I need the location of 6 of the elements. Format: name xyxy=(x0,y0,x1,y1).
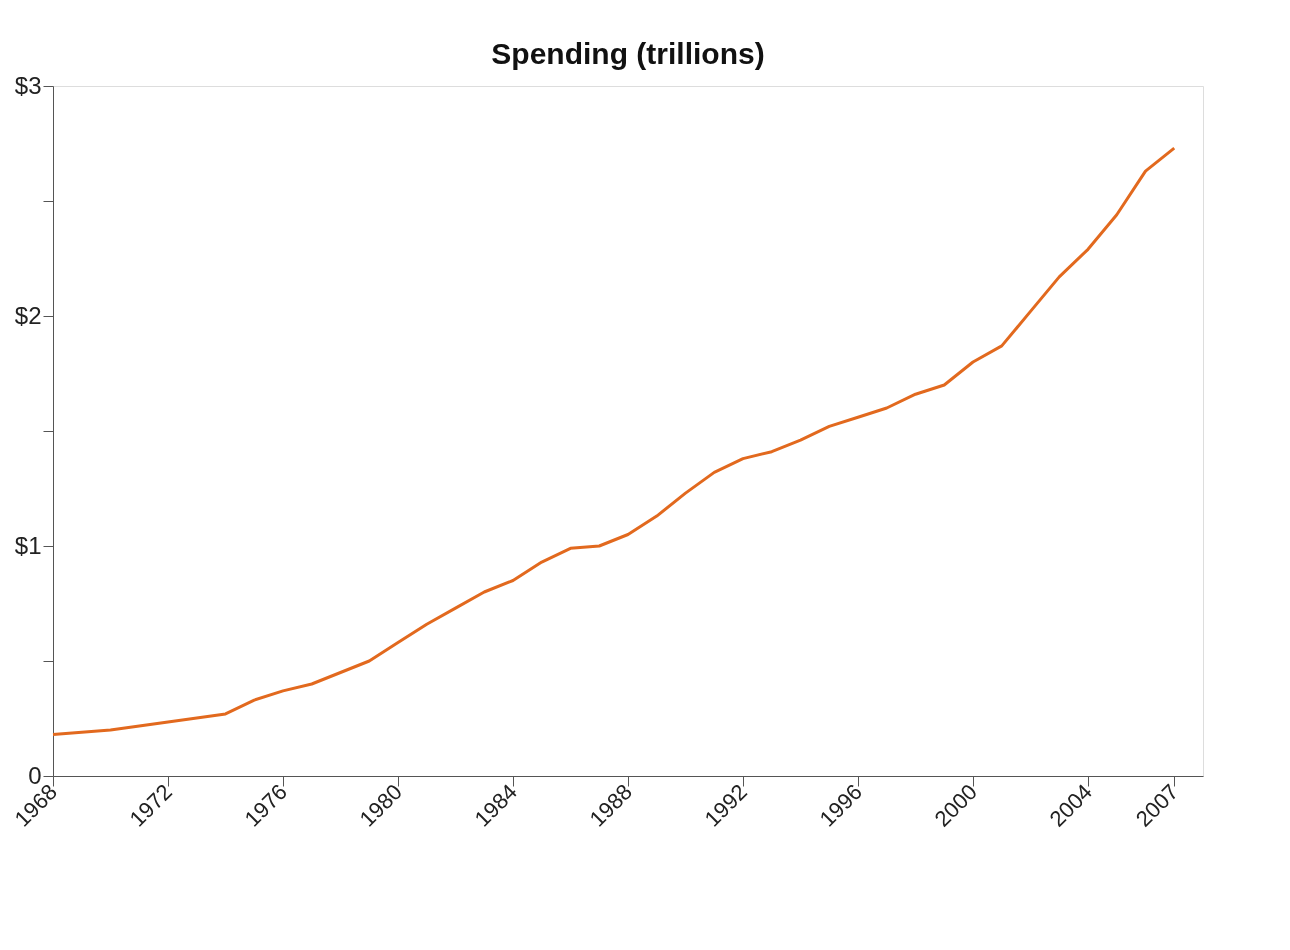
y-tick-label: $3 xyxy=(14,71,42,99)
y-tick-label: $1 xyxy=(14,531,42,559)
y-tick-label: 0 xyxy=(28,761,42,789)
chart-title: Spending (trillions) xyxy=(491,37,765,70)
y-tick-label: $2 xyxy=(14,301,42,329)
line-series xyxy=(51,146,1176,737)
